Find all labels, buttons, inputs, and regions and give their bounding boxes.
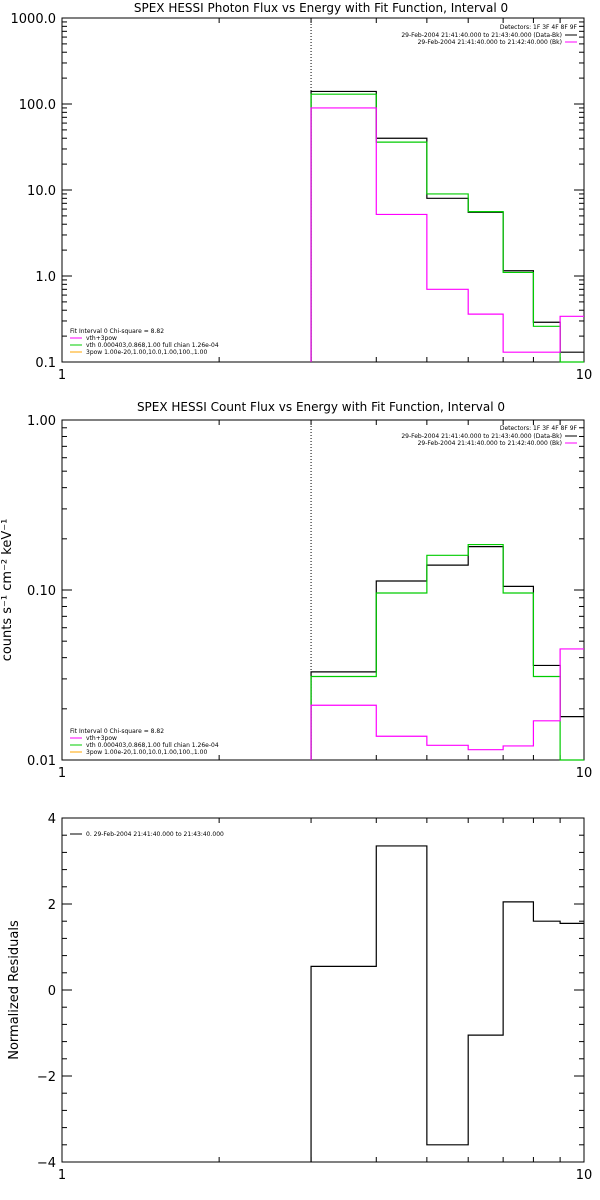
count-flux-series-0 bbox=[310, 546, 584, 760]
count-flux-ylabel: counts s⁻¹ cm⁻² keV⁻¹ bbox=[0, 519, 15, 662]
photon-flux-ytick-label: 1000.0 bbox=[11, 12, 57, 27]
count-flux-ytick-label: 0.01 bbox=[27, 754, 56, 769]
photon-flux-ytick-label: 1.0 bbox=[35, 270, 56, 285]
photon-flux-legend-left-2: vth+3pow bbox=[86, 335, 117, 342]
photon-flux-ytick-label: 10.0 bbox=[27, 184, 56, 199]
count-flux-legend-left-2: vth+3pow bbox=[86, 735, 117, 742]
count-flux-xtick-label: 10 bbox=[576, 766, 593, 781]
count-flux-ytick-label: 1.00 bbox=[27, 414, 56, 429]
photon-flux-legend-left-4: 3pow 1.00e-20,1.00,10.0,1.00,100.,1.00 bbox=[86, 349, 207, 356]
photon-flux-legend-left-1: Fit Interval 0 Chi-square = 8.82 bbox=[70, 328, 164, 335]
photon-flux-series-0 bbox=[310, 90, 584, 362]
residuals-axes bbox=[61, 817, 585, 1163]
photon-flux-xtick-label: 1 bbox=[58, 368, 66, 383]
count-flux-title: SPEX HESSI Count Flux vs Energy with Fit… bbox=[137, 400, 505, 414]
count-flux-legend-right-2: 29-Feb-2004 21:41:40.000 to 21:42:40.000… bbox=[418, 440, 562, 447]
count-flux-axes bbox=[61, 419, 585, 761]
count-flux-legend-right-1: 29-Feb-2004 21:41:40.000 to 21:43:40.000… bbox=[401, 433, 562, 440]
photon-flux-panel: SPEX HESSI Photon Flux vs Energy with Fi… bbox=[11, 1, 593, 383]
residuals-ytick-label: 4 bbox=[48, 812, 56, 827]
residuals-xtick-label: 1 bbox=[58, 1168, 66, 1183]
photon-flux-detectors: Detectors: 1F 3F 4F 8F 9F bbox=[500, 24, 578, 31]
count-flux-legend-left-1: Fit Interval 0 Chi-square = 8.82 bbox=[70, 728, 164, 735]
photon-flux-legend-right-1: 29-Feb-2004 21:41:40.000 to 21:43:40.000… bbox=[401, 32, 562, 39]
count-flux-detectors: Detectors: 1F 3F 4F 8F 9F bbox=[500, 425, 578, 432]
residuals-series-0 bbox=[310, 845, 584, 1162]
photon-flux-axes bbox=[61, 17, 585, 363]
count-flux-series-1 bbox=[310, 543, 584, 761]
photon-flux-title: SPEX HESSI Photon Flux vs Energy with Fi… bbox=[134, 1, 508, 15]
residuals-ytick-label: −2 bbox=[37, 1070, 56, 1085]
photon-flux-legend-left-3: vth 0.000403,0.868,1.00 full chian 1.26e… bbox=[86, 342, 219, 349]
residuals-ytick-label: 2 bbox=[48, 898, 56, 913]
residuals-panel: 1 10 −4 −2 0 2 4 Normalized Residuals 0. 29-Fe… bbox=[7, 812, 592, 1183]
count-flux-series-2 bbox=[310, 648, 584, 760]
count-flux-ytick-label: 0.10 bbox=[27, 584, 56, 599]
photon-flux-legend-right-2: 29-Feb-2004 21:41:40.000 to 21:42:40.000… bbox=[418, 39, 562, 46]
count-flux-legend-left-3: vth 0.000403,0.868,1.00 full chian 1.26e… bbox=[86, 742, 219, 749]
residuals-ytick-label: 0 bbox=[48, 984, 56, 999]
residuals-xtick-label: 10 bbox=[576, 1168, 593, 1183]
photon-flux-ytick-label: 0.1 bbox=[35, 356, 56, 371]
photon-flux-series-2 bbox=[310, 107, 584, 362]
count-flux-xtick-label: 1 bbox=[58, 766, 66, 781]
count-flux-legend-left-4: 3pow 1.00e-20,1.00,10.0,1.00,100.,1.00 bbox=[86, 749, 207, 756]
photon-flux-ytick-label: 100.0 bbox=[19, 98, 56, 113]
residuals-ytick-label: −4 bbox=[37, 1156, 56, 1171]
photon-flux-xtick-label: 10 bbox=[576, 368, 593, 383]
residuals-legend-label: 0. 29-Feb-2004 21:41:40.000 to 21:43:40.… bbox=[86, 831, 224, 838]
residuals-ylabel: Normalized Residuals bbox=[7, 920, 22, 1060]
count-flux-panel: SPEX HESSI Count Flux vs Energy with Fit… bbox=[0, 400, 592, 781]
